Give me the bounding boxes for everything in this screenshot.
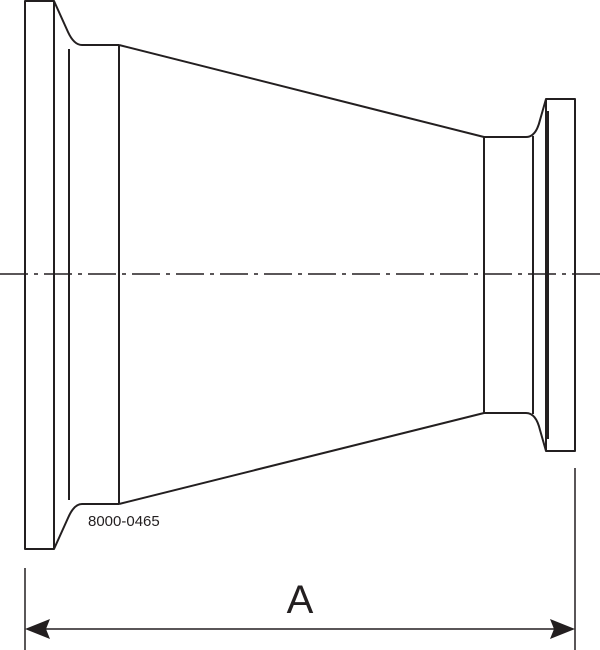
arrow-left-icon [25, 619, 50, 639]
cone-top-edge [118, 44, 485, 138]
left-ferrule-top [53, 0, 119, 46]
left-ferrule-bottom [53, 503, 119, 550]
left-flange [24, 0, 55, 550]
right-ferrule-bottom [484, 412, 547, 452]
right-flange [545, 98, 576, 452]
right-ferrule-top [484, 98, 547, 138]
dimension-label: A [287, 578, 314, 622]
part-number-label: 8000-0465 [88, 513, 160, 530]
cone-bottom-edge [118, 412, 485, 505]
arrow-right-icon [550, 619, 575, 639]
